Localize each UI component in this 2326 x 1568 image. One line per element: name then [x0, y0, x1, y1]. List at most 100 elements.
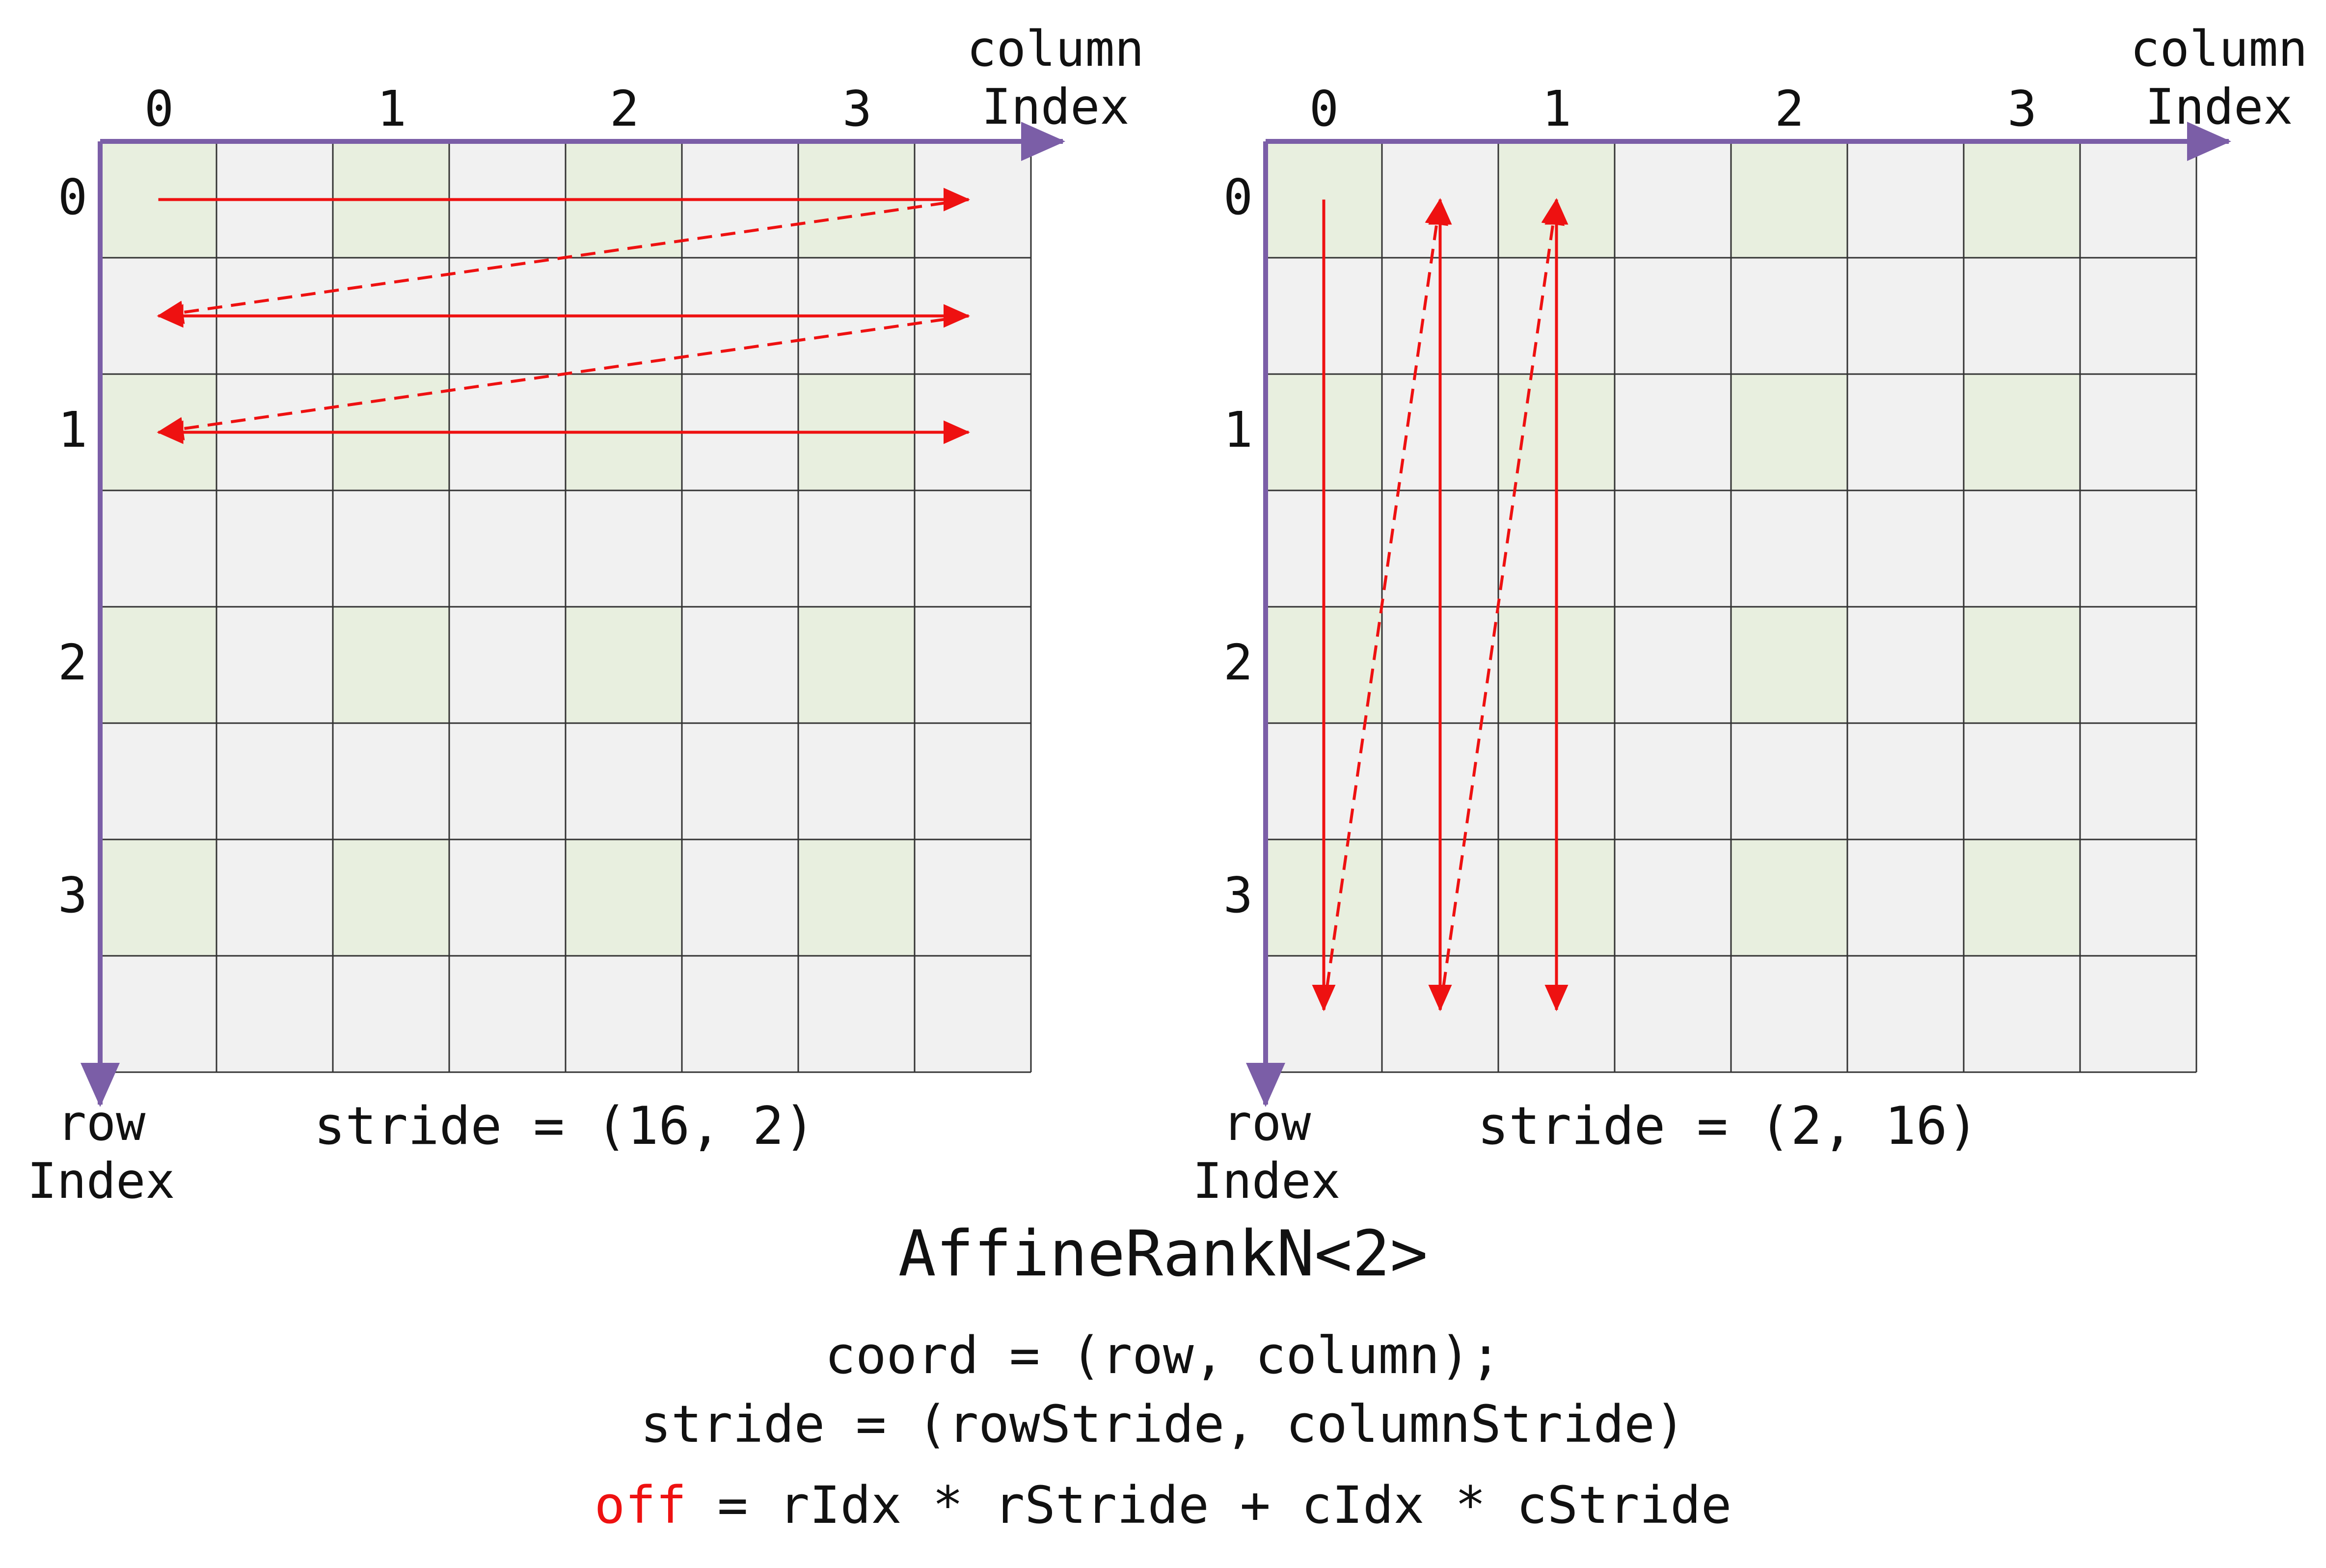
padding-cell: [1615, 723, 1731, 839]
element-cell: [1731, 607, 1847, 723]
column-tick-1: 1: [1542, 80, 1571, 137]
padding-cell: [216, 490, 333, 607]
row-tick-1: 1: [1223, 401, 1253, 459]
padding-cell: [566, 490, 682, 607]
padding-cell: [2080, 141, 2196, 258]
padding-cell: [100, 956, 216, 1072]
stride-caption: stride = (2, 16): [1477, 1096, 1978, 1156]
padding-cell: [1847, 374, 1964, 490]
padding-cell: [915, 839, 1031, 956]
padding-cell: [682, 723, 798, 839]
padding-cell: [1847, 607, 1964, 723]
element-cell: [798, 607, 915, 723]
padding-cell: [1615, 141, 1731, 258]
padding-cell: [1847, 839, 1964, 956]
element-cell: [1964, 607, 2080, 723]
element-cell: [1964, 141, 2080, 258]
padding-cell: [682, 956, 798, 1072]
padding-cell: [682, 839, 798, 956]
padding-cell: [216, 839, 333, 956]
row-tick-1: 1: [58, 401, 87, 459]
row-axis-label-line1: row: [1222, 1094, 1311, 1152]
padding-cell: [1964, 723, 2080, 839]
column-tick-0: 0: [144, 80, 174, 137]
padding-cell: [333, 723, 449, 839]
column-tick-0: 0: [1309, 80, 1339, 137]
column-tick-3: 3: [2007, 80, 2037, 137]
padding-cell: [449, 723, 566, 839]
row-tick-0: 0: [58, 168, 87, 226]
padding-cell: [1847, 956, 1964, 1072]
traversal-arrows: [1312, 198, 1569, 1011]
row-tick-2: 2: [58, 634, 87, 691]
padding-cell: [2080, 607, 2196, 723]
row-axis-label-line2: Index: [1192, 1152, 1340, 1210]
padding-cell: [1615, 490, 1731, 607]
element-cell: [1964, 374, 2080, 490]
traversal-jump-arrow: [157, 314, 969, 441]
column-axis-label-line2: Index: [981, 78, 1129, 135]
row-axis-label-line2: Index: [27, 1152, 175, 1210]
diagram-title: AffineRankN<2>: [898, 1217, 1428, 1291]
traversal-arrows: [157, 188, 970, 444]
offset-expression: = rIdx * rStride + cIdx * cStride: [686, 1475, 1732, 1535]
padding-cell: [1731, 956, 1847, 1072]
padding-cell: [333, 956, 449, 1072]
padding-cell: [216, 723, 333, 839]
padding-cell: [915, 723, 1031, 839]
formula-offset: off = rIdx * rStride + cIdx * cStride: [0, 1475, 2326, 1535]
element-cell: [566, 839, 682, 956]
traversal-jump-arrow: [1438, 198, 1565, 1010]
formula-coord: coord = (row, column);: [825, 1325, 1501, 1385]
padding-cell: [1964, 956, 2080, 1072]
padding-cell: [449, 839, 566, 956]
padding-cell: [2080, 839, 2196, 956]
padding-cell: [100, 490, 216, 607]
element-cell: [1731, 374, 1847, 490]
padding-cell: [2080, 258, 2196, 374]
column-tick-1: 1: [377, 80, 406, 137]
traversal-jump-arrow: [157, 198, 969, 324]
padding-cell: [1731, 258, 1847, 374]
column-axis-label-line2: Index: [2145, 78, 2293, 135]
offset-highlight: off: [594, 1475, 687, 1535]
padding-cell: [100, 723, 216, 839]
column-axis-label-line1: column: [2130, 20, 2307, 78]
row-major-diagram: 0 1 2 3 0 1 2 3 column Index row Index s…: [27, 20, 1144, 1210]
element-cell: [566, 607, 682, 723]
padding-cell: [1615, 258, 1731, 374]
padding-cell: [1615, 374, 1731, 490]
column-tick-2: 2: [1775, 80, 1804, 137]
padding-cell: [798, 956, 915, 1072]
column-major-diagram: 0 1 2 3 0 1 2 3 column Index row Index s…: [1192, 20, 2307, 1210]
padding-cell: [1964, 490, 2080, 607]
element-cell: [100, 607, 216, 723]
formula-stride: stride = (rowStride, columnStride): [640, 1394, 1686, 1454]
padding-cell: [2080, 723, 2196, 839]
element-cell: [333, 839, 449, 956]
row-tick-0: 0: [1223, 168, 1253, 226]
padding-cell: [1615, 607, 1731, 723]
stride-caption: stride = (16, 2): [314, 1096, 815, 1156]
padding-cell: [2080, 374, 2196, 490]
column-axis-label-line1: column: [967, 20, 1144, 78]
element-cell: [1731, 141, 1847, 258]
element-cell: [1964, 839, 2080, 956]
padding-cell: [1847, 258, 1964, 374]
element-cell: [100, 839, 216, 956]
padding-cell: [682, 490, 798, 607]
traversal-jump-arrow: [1322, 198, 1449, 1010]
padding-cell: [449, 490, 566, 607]
padding-cell: [1615, 956, 1731, 1072]
padding-cell: [449, 607, 566, 723]
padding-cell: [1847, 141, 1964, 258]
padding-cell: [1731, 723, 1847, 839]
column-tick-3: 3: [842, 80, 872, 137]
padding-cell: [566, 956, 682, 1072]
row-tick-3: 3: [1223, 866, 1253, 924]
padding-cell: [1964, 258, 2080, 374]
padding-cell: [2080, 956, 2196, 1072]
padding-cell: [798, 490, 915, 607]
padding-cell: [449, 956, 566, 1072]
